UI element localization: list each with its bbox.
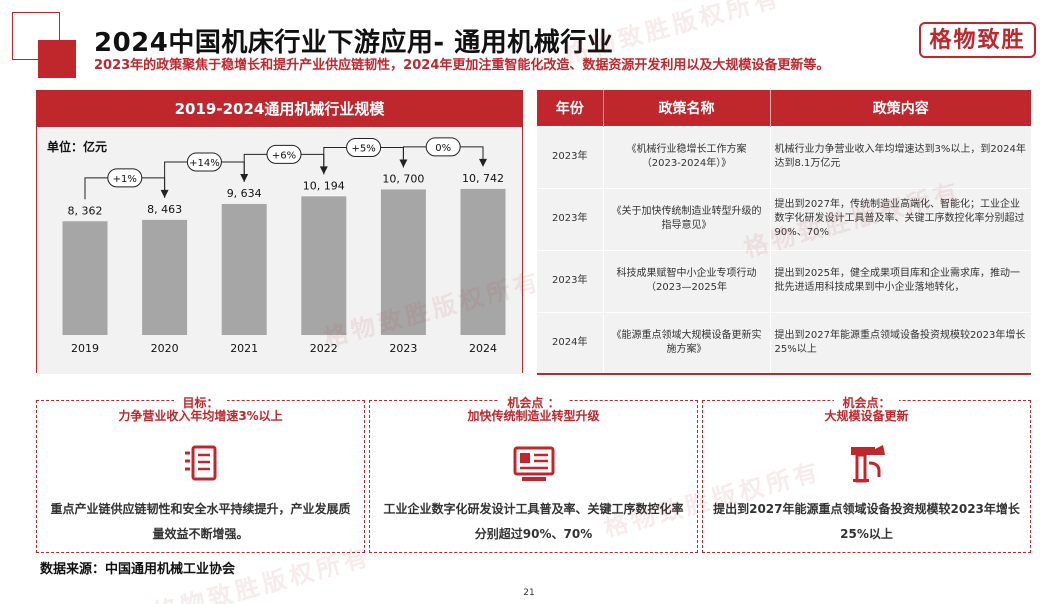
chart-body: 单位：亿元 8, 362 2019 8, 463 2020 9, 634 2021 10, …	[37, 127, 522, 374]
page-number: 21	[523, 588, 535, 598]
card-label: 目标：	[174, 394, 227, 411]
bar-value-label: 10, 742	[462, 172, 504, 185]
x-tick-label: 2019	[71, 342, 99, 355]
x-tick-label: 2024	[469, 342, 497, 355]
growth-badge	[107, 168, 143, 188]
policy-name: 科技成果赋智中小企业专项行动（2023—2025年	[603, 249, 771, 312]
policy-year: 2023年	[537, 187, 604, 250]
chart-bar	[62, 221, 108, 335]
page-title: 2024中国机床行业下游应用- 通用机械行业	[94, 28, 614, 58]
policy-table-header-row: 年份 政策名称 政策内容	[537, 90, 1031, 126]
policy-year: 2023年	[537, 125, 604, 188]
header-deco-solid-square	[38, 40, 76, 78]
table-row: 2023年 《关于加快传统制造业转型升级的指导意见》 提出到2027年，传统制造…	[537, 187, 1031, 250]
card-title: 大规模设备更新	[824, 409, 909, 423]
policy-name: 《能源重点领域大规模设备更新实施方案》	[603, 311, 771, 375]
chart-bar	[301, 196, 347, 335]
brand-logo: 格物致胜	[919, 22, 1036, 58]
growth-label: 0%	[435, 143, 451, 154]
chart-bar	[142, 219, 188, 335]
policy-year: 2024年	[537, 311, 604, 375]
header-policy-name: 政策名称	[603, 90, 771, 126]
checklist-icon	[184, 445, 216, 481]
header-year: 年份	[537, 90, 604, 126]
header-deco-outline-square	[12, 12, 60, 60]
card-description: 工业企业数字化研发设计工具普及率、关键工序数控化率分别超过90%、70%	[383, 502, 684, 541]
growth-label: +1%	[113, 174, 137, 185]
table-row: 2023年 《机械行业稳增长工作方案（2023-2024年）》 机械行业力争营业…	[537, 125, 1031, 188]
policy-content: 机械行业力争营业收入年均增速达到3%以上，到2024年达到8.1万亿元	[770, 125, 1031, 188]
opportunity-card-equipment: 机会点： 大规模设备更新 提出到2027年能源重点领域设备投资规模较2023年增…	[702, 394, 1031, 553]
policy-year: 2023年	[537, 249, 604, 312]
x-tick-label: 2023	[389, 342, 417, 355]
data-source: 数据来源：中国通用机械工业协会	[40, 562, 236, 577]
chart-title: 2019-2024通用机械行业规模	[37, 91, 522, 127]
x-tick-label: 2020	[151, 342, 179, 355]
table-row: 2023年 科技成果赋智中小企业专项行动（2023—2025年 提出到2025年…	[537, 249, 1031, 312]
chart-bar	[380, 189, 426, 335]
card-title: 加快传统制造业转型升级	[467, 409, 600, 423]
bar-value-label: 8, 463	[147, 203, 182, 216]
bar-value-label: 10, 700	[382, 172, 424, 185]
chart-bar	[460, 188, 506, 335]
policy-table: 年份 政策名称 政策内容 2023年 《机械行业稳增长工作方案（2023-202…	[537, 90, 1031, 375]
bar-value-label: 10, 194	[303, 179, 345, 192]
growth-badge	[186, 152, 222, 172]
bar-value-label: 9, 634	[227, 187, 262, 200]
goal-card: 目标： 力争营业收入年均增速3%以上 重点产业链供应链韧性和安全水平持续提升，产…	[36, 394, 365, 553]
policy-name: 《机械行业稳增长工作方案（2023-2024年）》	[603, 125, 771, 188]
card-title: 力争营业收入年均增速3%以上	[118, 409, 283, 423]
bar-value-label: 8, 362	[68, 204, 103, 217]
growth-badge	[425, 137, 461, 157]
chart-bar	[221, 203, 267, 335]
card-label: 机会点 ：	[499, 394, 568, 411]
card-description: 重点产业链供应链韧性和安全水平持续提升，产业发展质量效益不断增强。	[50, 502, 351, 541]
chart-unit-label: 单位：亿元	[47, 139, 107, 154]
policy-name: 《关于加快传统制造业转型升级的指导意见》	[603, 187, 771, 250]
page-subtitle: 2023年的政策聚焦于稳增长和提升产业供应链韧性，2024年更加注重智能化改造、…	[94, 58, 830, 73]
growth-label: +14%	[189, 158, 220, 169]
monitor-icon	[513, 446, 554, 481]
policy-content: 提出到2027年，传统制造业高端化、智能化；工业企业数字化研发设计工具普及率、关…	[770, 187, 1031, 250]
growth-badge	[346, 137, 382, 157]
table-row: 2024年 《能源重点领域大规模设备更新实施方案》 提出到2027年能源重点领域…	[537, 311, 1031, 375]
machine-icon	[850, 445, 885, 483]
policy-content: 提出到2025年，健全成果项目库和企业需求库，推动一批先进适用科技成果到中小企业…	[770, 249, 1031, 312]
growth-arrowhead	[479, 158, 487, 167]
card-description: 提出到2027年能源重点领域设备投资规模较2023年增长25%以上	[713, 502, 1020, 541]
bar-chart: 单位：亿元 8, 362 2019 8, 463 2020 9, 634 2021 10, …	[47, 137, 506, 355]
header-policy-content: 政策内容	[770, 90, 1031, 126]
x-tick-label: 2022	[310, 342, 338, 355]
policy-content: 提出到2027年能源重点领域设备投资规模较2023年增长25%以上	[770, 311, 1031, 375]
card-label: 机会点：	[834, 394, 899, 411]
chart-panel: 2019-2024通用机械行业规模 单位：亿元 8, 362 2019 8, 463…	[36, 90, 523, 374]
x-tick-label: 2021	[230, 342, 258, 355]
opportunity-card-transformation: 机会点 ： 加快传统制造业转型升级 工业企业数字化研发设计工具普及率、关键工序数…	[369, 394, 698, 553]
growth-label: +6%	[272, 150, 296, 161]
growth-badge	[266, 144, 302, 164]
growth-label: +5%	[351, 143, 375, 154]
